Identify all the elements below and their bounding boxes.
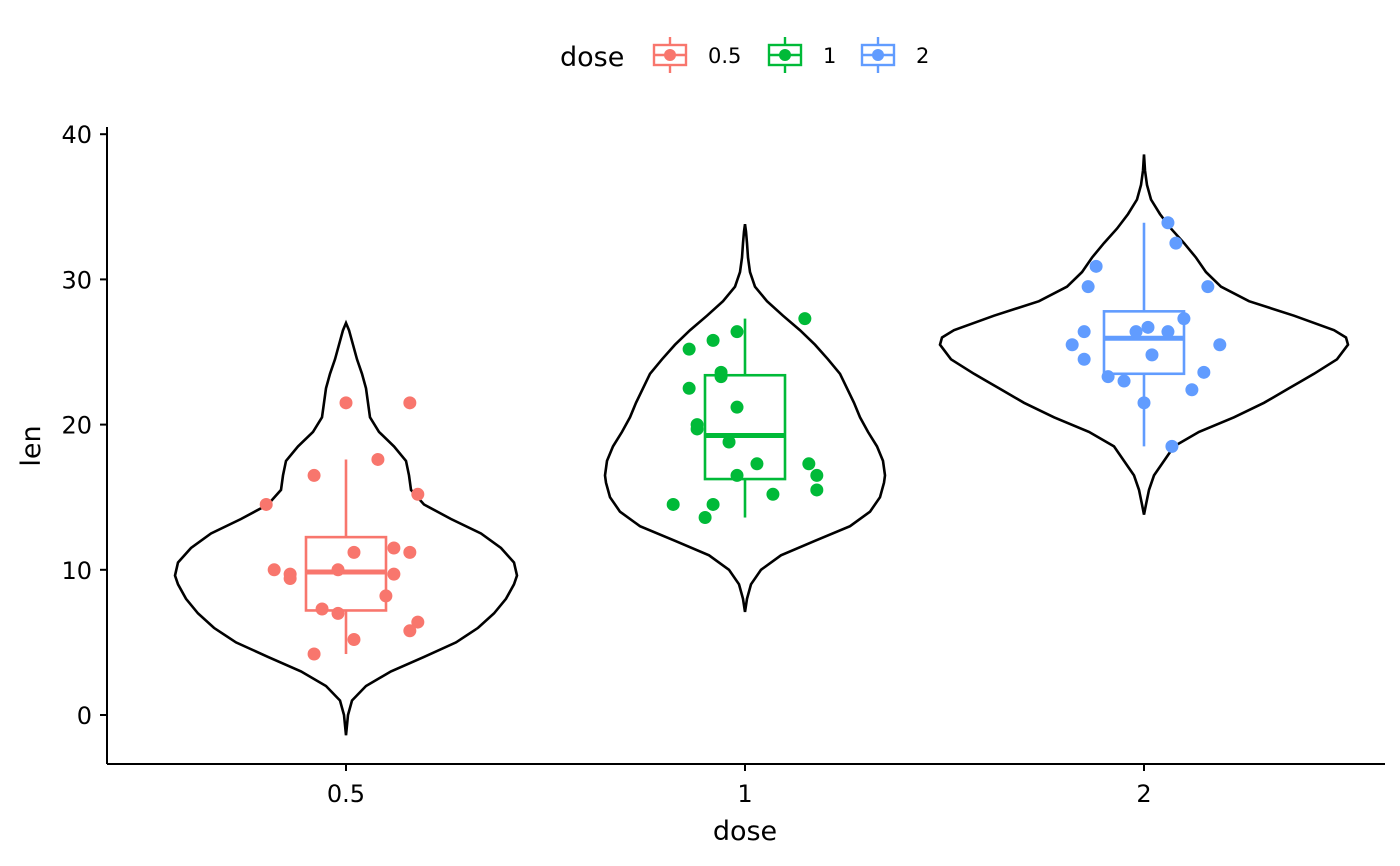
data-point [403,624,417,638]
y-axis-title: len [16,425,47,466]
data-point [706,497,720,511]
data-point [339,396,353,410]
box [703,373,787,481]
legend-point [872,49,884,61]
data-point [1177,312,1191,326]
data-point [347,545,361,559]
boxplot-0.5 [304,459,388,655]
data-point [1081,280,1095,294]
legend-title: dose [560,42,624,73]
legend-key-2: 2 [860,37,929,73]
data-point [331,606,345,620]
violin-2 [938,154,1350,515]
violin-1 [603,224,887,613]
data-point [1117,374,1131,388]
legend-label: 0.5 [708,44,741,68]
data-point [371,452,385,466]
legend-point [664,49,676,61]
data-point [307,468,321,482]
y-tick-label: 0 [77,702,92,730]
data-point [682,381,696,395]
y-ticks: 0 10 20 30 40 [61,121,107,730]
data-point [810,483,824,497]
box [1102,310,1186,376]
data-point [1165,439,1179,453]
points-1 [666,312,824,525]
data-point [698,511,712,525]
data-point [1089,259,1103,273]
legend-keys: 0.5 1 2 [652,37,929,73]
boxplot-2 [1102,222,1186,447]
legend-key-1: 1 [767,37,836,73]
data-point [666,497,680,511]
data-point [411,487,425,501]
data-point [1065,338,1079,352]
data-point [1185,383,1199,397]
data-point [766,487,780,501]
data-point [387,541,401,555]
x-ticks: 0.5 1 2 [327,764,1152,808]
data-point [1141,320,1155,334]
x-axis-title: dose [713,816,777,847]
data-point [1213,338,1227,352]
x-tick-label: 0.5 [327,780,365,808]
axes: 0 10 20 30 40 0.5 1 2 dose len [16,121,1385,847]
y-tick-label: 40 [61,121,92,149]
data-point [387,567,401,581]
legend-point [779,49,791,61]
data-point [1129,325,1143,339]
data-point [379,589,393,603]
data-point [1161,325,1175,339]
data-point [682,342,696,356]
data-point [259,497,273,511]
points-2 [1065,216,1227,453]
data-point [690,422,704,436]
legend: dose 0.5 1 2 [560,37,929,73]
data-point [730,400,744,414]
data-point [810,468,824,482]
data-point [706,333,720,347]
boxplot-1 [703,318,787,518]
data-point [1169,236,1183,250]
legend-label: 2 [916,44,929,68]
y-tick-label: 20 [61,412,92,440]
data-point [315,602,329,616]
data-point [722,435,736,449]
data-point [307,647,321,661]
y-tick-label: 10 [61,557,92,585]
data-point [798,312,812,326]
x-tick-label: 2 [1136,780,1151,808]
y-tick-label: 30 [61,266,92,294]
plot-area [173,154,1350,736]
data-point [403,545,417,559]
legend-key-0.5: 0.5 [652,37,741,73]
data-point [403,396,417,410]
data-point [802,457,816,471]
data-point [1145,348,1159,362]
data-point [1197,365,1211,379]
legend-label: 1 [823,44,836,68]
violin-0.5 [173,319,519,736]
data-point [283,572,297,586]
data-point [750,457,764,471]
x-tick-label: 1 [737,780,752,808]
data-point [1077,352,1091,366]
data-point [714,370,728,384]
data-point [347,632,361,646]
data-point [331,563,345,577]
data-point [267,563,281,577]
data-point [1101,370,1115,384]
data-point [730,325,744,339]
data-point [1201,280,1215,294]
data-point [730,468,744,482]
data-point [1077,325,1091,339]
points-0.5 [259,396,425,661]
data-point [1161,216,1175,230]
data-point [411,615,425,629]
data-point [1137,396,1151,410]
